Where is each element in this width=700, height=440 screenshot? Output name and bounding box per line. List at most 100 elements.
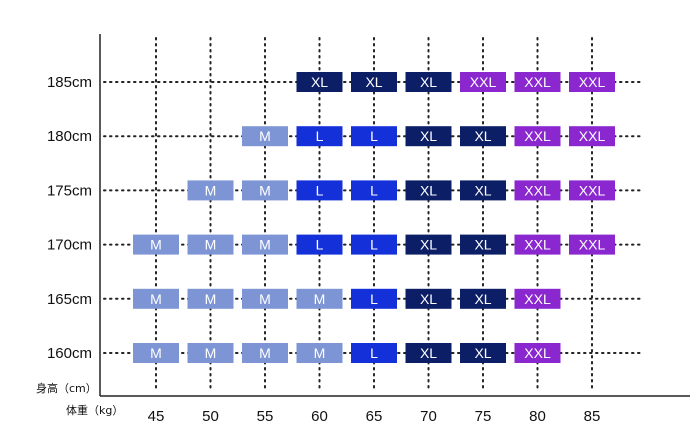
size-cell-label: XXL xyxy=(470,74,497,90)
size-cell-label: M xyxy=(259,291,271,307)
x-tick-85: 85 xyxy=(584,408,601,425)
size-cell-box xyxy=(514,288,561,309)
size-cell-185cm-65: XL xyxy=(351,72,397,92)
size-cell-box xyxy=(351,343,397,363)
size-cell-label: L xyxy=(370,291,378,307)
size-cell-label: XL xyxy=(474,128,491,144)
size-cell-box xyxy=(187,288,234,309)
size-cell-box xyxy=(242,343,288,363)
size-cell-label: XL xyxy=(420,128,437,144)
size-cell-label: M xyxy=(259,345,271,361)
size-cell-label: XL xyxy=(474,345,491,361)
size-cell-box xyxy=(460,234,506,255)
x-tick-45: 45 xyxy=(148,408,165,425)
size-cell-box xyxy=(405,126,452,147)
size-cell-box xyxy=(405,72,452,92)
size-cell-label: M xyxy=(150,291,162,307)
size-cell-label: M xyxy=(314,291,326,307)
size-cell-180cm-65: L xyxy=(351,126,397,147)
y-tick-180cm: 180cm xyxy=(47,128,92,145)
size-cell-label: XL xyxy=(420,291,437,307)
size-cell-160cm-75: XL xyxy=(460,343,506,363)
size-cell-box xyxy=(296,126,343,147)
size-cell-box xyxy=(296,180,343,201)
x-tick-55: 55 xyxy=(257,408,274,425)
size-cell-label: XL xyxy=(420,237,437,253)
size-cell-label: M xyxy=(314,345,326,361)
size-cell-box xyxy=(351,288,397,309)
y-tick-185cm: 185cm xyxy=(47,74,92,91)
y-tick-165cm: 165cm xyxy=(47,291,92,308)
size-cell-box xyxy=(133,288,179,309)
size-cell-170cm-85: XXL xyxy=(569,234,615,255)
size-cell-160cm-80: XXL xyxy=(514,343,561,363)
size-cell-label: XL xyxy=(420,182,437,198)
size-cell-box xyxy=(405,180,452,201)
size-cell-label: XXL xyxy=(524,128,551,144)
size-cell-box xyxy=(242,126,288,147)
size-cell-165cm-50: M xyxy=(187,288,234,309)
size-cell-175cm-60: L xyxy=(296,180,343,201)
size-cell-175cm-70: XL xyxy=(405,180,452,201)
size-cell-label: XL xyxy=(474,182,491,198)
size-cell-label: XXL xyxy=(524,237,551,253)
size-cell-175cm-75: XL xyxy=(460,180,506,201)
size-cell-label: M xyxy=(205,182,217,198)
size-cell-box xyxy=(460,180,506,201)
size-cell-185cm-60: XL xyxy=(296,72,343,92)
size-cell-165cm-80: XXL xyxy=(514,288,561,309)
size-cell-label: M xyxy=(150,237,162,253)
size-cell-box xyxy=(569,126,615,147)
size-cell-label: XL xyxy=(365,74,382,90)
size-cell-label: XL xyxy=(420,345,437,361)
size-cell-170cm-60: L xyxy=(296,234,343,255)
size-cell-180cm-85: XXL xyxy=(569,126,615,147)
size-cell-label: XL xyxy=(474,291,491,307)
vertical-gridlines xyxy=(155,37,593,393)
size-cell-165cm-75: XL xyxy=(460,288,506,309)
size-cell-box xyxy=(242,288,288,309)
size-cell-180cm-75: XL xyxy=(460,126,506,147)
size-cell-175cm-85: XXL xyxy=(569,180,615,201)
size-cell-label: XL xyxy=(311,74,328,90)
size-cell-label: L xyxy=(370,128,378,144)
size-cell-box xyxy=(296,72,343,92)
x-axis-title: 体重（kg） xyxy=(66,403,123,417)
size-cell-box xyxy=(405,343,452,363)
size-cell-box xyxy=(569,234,615,255)
x-tick-70: 70 xyxy=(420,408,437,425)
size-cell-label: M xyxy=(205,345,217,361)
y-tick-175cm: 175cm xyxy=(47,182,92,199)
size-cell-160cm-45: M xyxy=(133,343,179,363)
size-cell-label: XL xyxy=(474,237,491,253)
size-cell-box xyxy=(460,126,506,147)
size-cell-165cm-65: L xyxy=(351,288,397,309)
size-cell-185cm-70: XL xyxy=(405,72,452,92)
size-cell-label: L xyxy=(316,237,324,253)
size-cell-box xyxy=(296,234,343,255)
size-cell-170cm-80: XXL xyxy=(514,234,561,255)
size-cell-label: M xyxy=(205,237,217,253)
size-cell-box xyxy=(296,288,343,309)
size-cell-label: M xyxy=(259,237,271,253)
size-cell-180cm-70: XL xyxy=(405,126,452,147)
size-cell-box xyxy=(187,180,234,201)
size-cell-box xyxy=(514,180,561,201)
size-cell-label: XXL xyxy=(524,74,551,90)
size-cell-160cm-50: M xyxy=(187,343,234,363)
size-cell-box xyxy=(514,72,561,92)
size-cell-label: XXL xyxy=(579,128,606,144)
size-cell-box xyxy=(514,343,561,363)
x-tick-65: 65 xyxy=(366,408,383,425)
size-cell-165cm-60: M xyxy=(296,288,343,309)
size-cell-box xyxy=(296,343,343,363)
size-cell-175cm-50: M xyxy=(187,180,234,201)
size-cell-box xyxy=(405,288,452,309)
size-cell-165cm-45: M xyxy=(133,288,179,309)
size-cell-box xyxy=(187,343,234,363)
size-cell-160cm-60: M xyxy=(296,343,343,363)
x-tick-80: 80 xyxy=(529,408,546,425)
size-cell-label: XXL xyxy=(579,74,606,90)
size-cell-label: XXL xyxy=(579,182,606,198)
